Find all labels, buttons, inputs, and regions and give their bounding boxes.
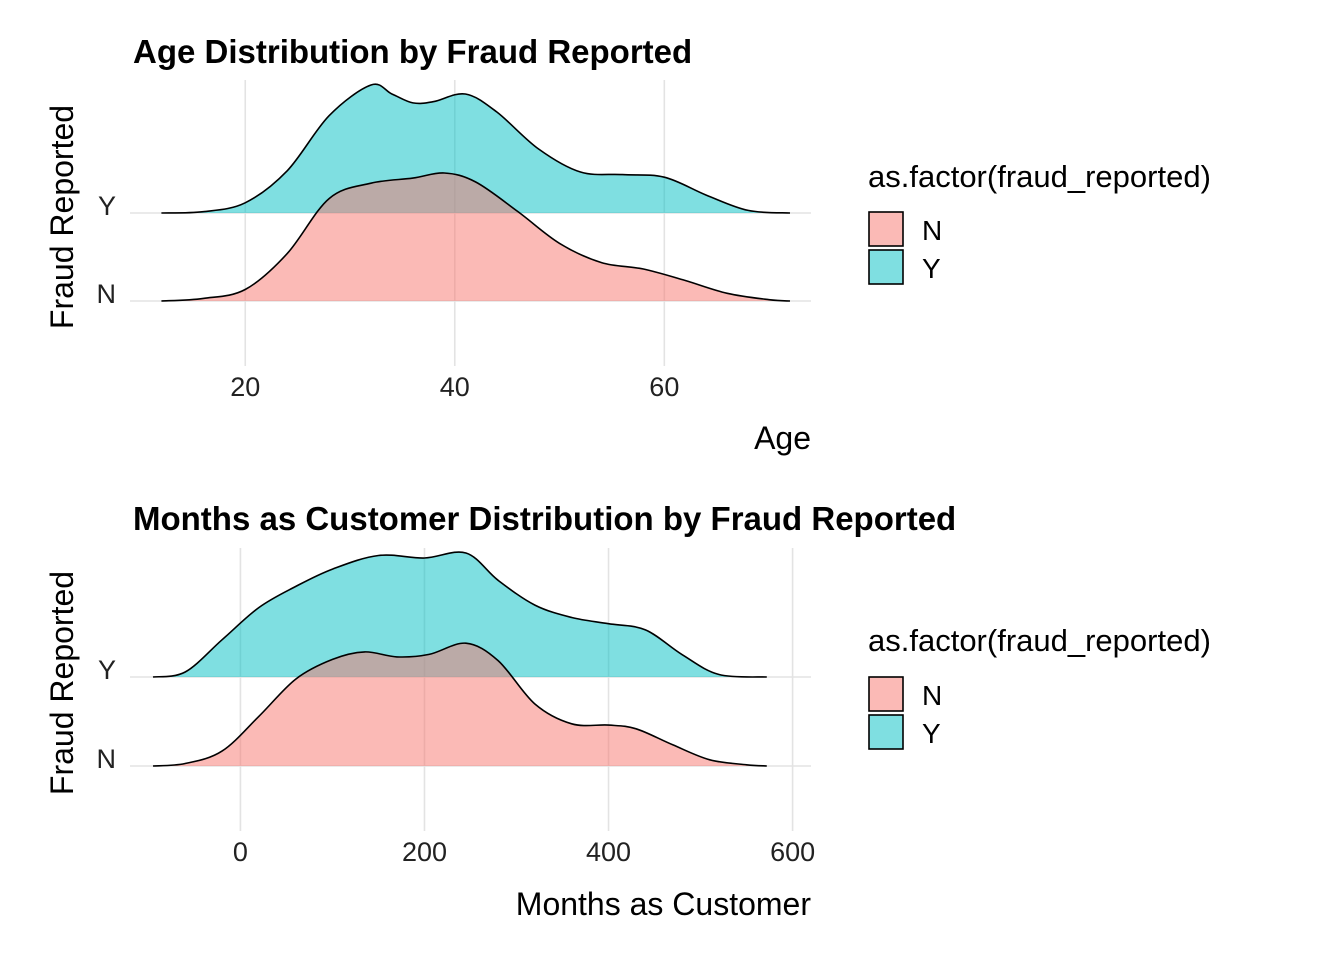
density-area-n <box>153 643 767 766</box>
density-ridges <box>152 551 767 767</box>
chart-title: Age Distribution by Fraud Reported <box>133 33 692 70</box>
density-area-y <box>153 552 767 678</box>
chart-title: Months as Customer Distribution by Fraud… <box>133 500 956 537</box>
category-label: Y <box>98 655 116 685</box>
legend-label: Y <box>922 253 941 284</box>
legend-label: Y <box>922 718 941 749</box>
x-tick-label: 600 <box>770 837 815 867</box>
category-label: N <box>97 744 117 774</box>
x-axis-label: Age <box>754 420 811 456</box>
legend-swatch-y <box>868 249 904 285</box>
legend-entries: NY <box>868 211 942 285</box>
panel-months: Months as Customer Distribution by Fraud… <box>44 500 1211 922</box>
x-tick-label: 400 <box>586 837 631 867</box>
legend-swatch-n <box>868 676 904 712</box>
x-tick-label: 200 <box>402 837 447 867</box>
legend: as.factor(fraud_reported) NY <box>868 623 1211 750</box>
legend-swatch-y <box>868 714 904 750</box>
x-tick-labels: 0 200 400 600 <box>233 837 815 867</box>
legend-title: as.factor(fraud_reported) <box>868 623 1211 658</box>
y-axis-label: Fraud Reported <box>44 105 80 329</box>
density-line-y <box>161 83 791 214</box>
x-tick-label: 0 <box>233 837 248 867</box>
x-tick-label: 20 <box>230 372 260 402</box>
legend-label: N <box>922 680 942 711</box>
y-axis-label: Fraud Reported <box>44 571 80 795</box>
density-line-y <box>152 551 767 678</box>
x-tick-label: 40 <box>440 372 470 402</box>
legend: as.factor(fraud_reported) NY <box>868 159 1211 285</box>
panel-age: Age Distribution by Fraud Reported Fraud… <box>44 33 1211 456</box>
category-label: N <box>97 279 117 309</box>
category-labels: NY <box>97 655 117 774</box>
density-area-n <box>161 172 790 301</box>
legend-title: as.factor(fraud_reported) <box>868 159 1211 194</box>
density-ridges <box>161 83 791 302</box>
x-tick-labels: 20 40 60 <box>230 372 679 402</box>
legend-swatch-n <box>868 211 904 247</box>
density-area-y <box>161 84 790 213</box>
x-tick-label: 60 <box>649 372 679 402</box>
category-labels: NY <box>97 191 117 309</box>
legend-label: N <box>922 215 942 246</box>
density-line-n <box>161 172 791 302</box>
density-line-n <box>152 642 767 767</box>
x-axis-label: Months as Customer <box>516 886 812 922</box>
legend-entries: NY <box>868 676 942 750</box>
category-label: Y <box>98 191 116 221</box>
